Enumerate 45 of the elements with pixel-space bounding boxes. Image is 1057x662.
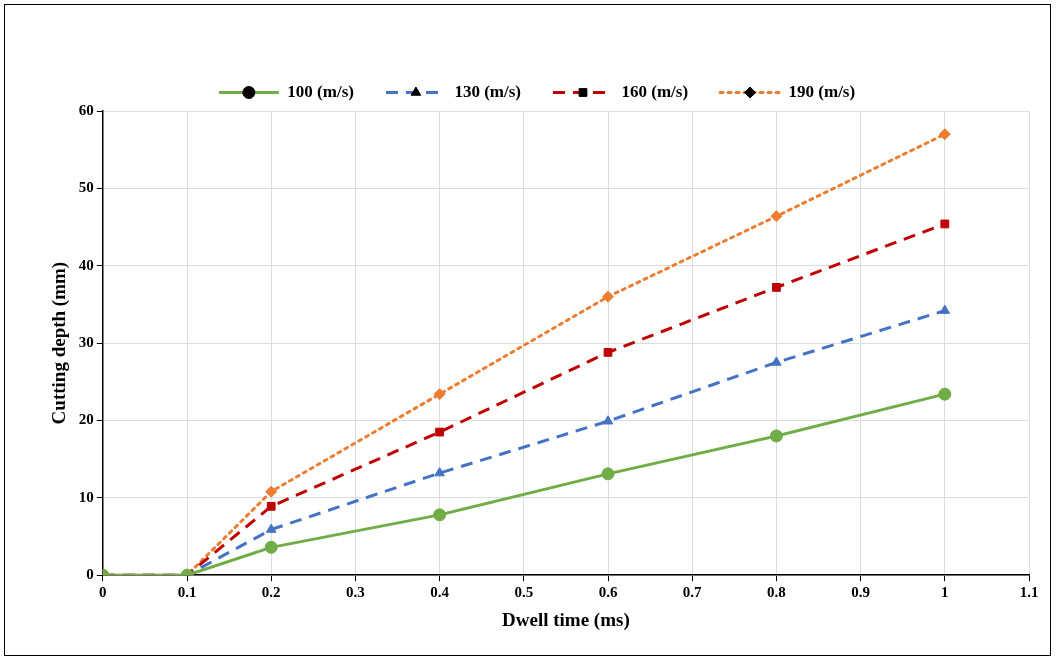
x-tick-label: 0.4 <box>430 584 450 601</box>
point <box>602 290 614 303</box>
point <box>435 427 444 437</box>
y-tick-label: 10 <box>78 488 94 505</box>
point <box>772 283 781 292</box>
point <box>266 501 276 511</box>
y-tick-label: 30 <box>78 333 94 350</box>
x-tick-label: 0.3 <box>346 584 365 601</box>
point <box>264 540 278 554</box>
y-tick-label: 20 <box>78 411 94 428</box>
x-tick-label: 1 <box>941 584 949 601</box>
point <box>265 523 277 533</box>
legend-label: 130 (m/s) <box>454 81 522 101</box>
legend-label: 100 (m/s) <box>287 81 354 101</box>
point <box>769 429 783 443</box>
x-tick-label: 0.5 <box>514 584 534 601</box>
y-axis-title: Cutting depth (mm) <box>48 261 71 425</box>
point <box>434 467 445 477</box>
point <box>603 348 613 357</box>
point <box>265 485 278 498</box>
x-axis-title: Dwell time (ms) <box>502 608 630 631</box>
x-tick-label: 0.6 <box>598 584 618 601</box>
point <box>939 304 951 314</box>
point <box>938 128 951 141</box>
y-tick-label: 0 <box>86 566 94 583</box>
point <box>433 508 447 522</box>
point <box>433 388 446 401</box>
point <box>770 210 783 223</box>
y-tick-label: 40 <box>78 256 94 273</box>
x-tick-label: 0.1 <box>177 584 197 601</box>
legend-label: 190 (m/s) <box>788 81 856 101</box>
x-tick-label: 0 <box>99 584 107 601</box>
x-tick-label: 0.7 <box>682 584 703 601</box>
point <box>771 356 782 366</box>
legend-label: 160 (m/s) <box>621 81 689 101</box>
x-tick-label: 0.9 <box>851 584 870 601</box>
point <box>940 219 950 229</box>
x-tick-label: 0.8 <box>767 584 786 601</box>
x-tick-label: 0.2 <box>261 584 281 601</box>
point <box>602 415 614 425</box>
point <box>601 467 615 481</box>
y-tick-label: 50 <box>78 179 94 196</box>
y-tick-label: 60 <box>78 101 94 118</box>
x-tick-label: 1.1 <box>1019 584 1039 601</box>
point <box>938 387 952 401</box>
